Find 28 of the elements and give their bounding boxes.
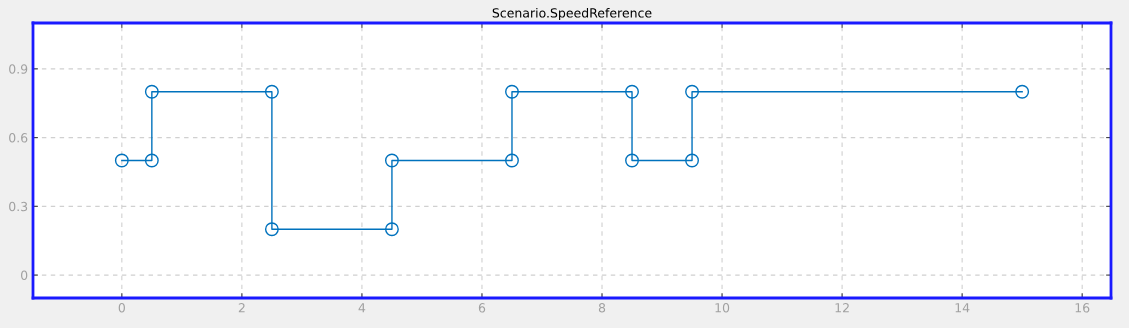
y-tick-label: 0.9: [9, 64, 28, 74]
point: [625, 84, 639, 99]
y-tick-label: 0.6: [9, 133, 28, 143]
x-tick-label: 12: [835, 303, 849, 313]
point: [264, 222, 279, 237]
point: [625, 153, 639, 168]
point: [144, 153, 159, 168]
point: [264, 84, 279, 99]
point: [384, 153, 399, 168]
y-tick-label: 0: [21, 270, 28, 281]
point: [505, 153, 519, 168]
x-tick-label: 8: [598, 303, 606, 313]
point: [114, 153, 129, 168]
chart-title: Scenario.SpeedReference: [492, 7, 652, 21]
x-tick-label: 4: [358, 303, 366, 313]
x-tick-label: 10: [715, 303, 730, 313]
x-tick-label: 2: [238, 303, 245, 313]
x-tick-label: 0: [118, 303, 125, 313]
point: [685, 153, 699, 168]
point: [505, 84, 519, 99]
point: [384, 222, 399, 237]
point: [685, 84, 699, 99]
x-tick-label: 14: [955, 303, 970, 313]
x-tick-label: 16: [1075, 303, 1090, 313]
y-tick-label: 0.3: [9, 201, 28, 212]
point: [1015, 84, 1030, 99]
x-tick-label: 6: [478, 303, 486, 313]
point: [144, 84, 159, 99]
